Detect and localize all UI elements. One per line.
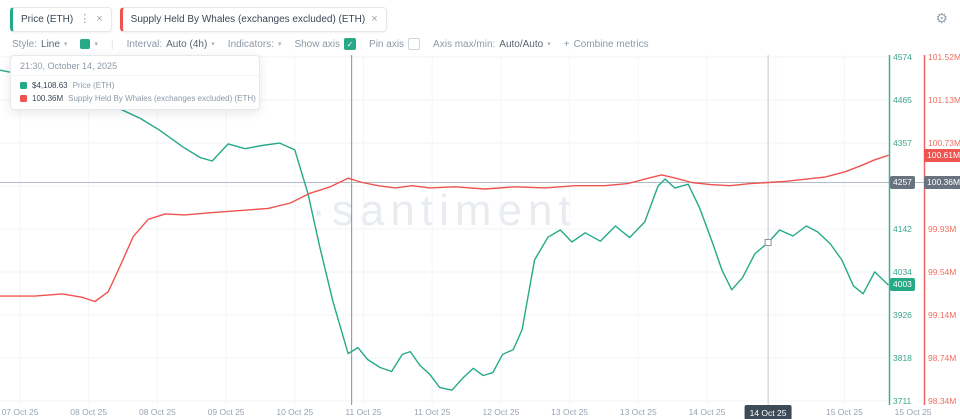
supply-axis-tick: 99.93M (928, 224, 957, 234)
pin-axis-toggle[interactable]: Pin axis (369, 38, 421, 50)
x-axis-label: 15 Oct 25 (894, 407, 932, 417)
series-color-swatch[interactable] (80, 39, 91, 49)
style-value: Line (41, 38, 60, 50)
interval-dropdown[interactable]: Interval: Auto (4h) ▾ (127, 39, 215, 50)
settings-gear-icon[interactable]: ⚙ (935, 10, 948, 26)
tab-menu-icon[interactable]: ⋮ (79, 13, 91, 25)
chart-toolbar: Style: Line ▾ ▾ | Interval: Auto (4h) ▾ … (12, 38, 649, 50)
price-axis-tick: 4574 (893, 52, 912, 62)
tooltip-row-supply: 100.36M Supply Held By Whales (exchanges… (11, 92, 259, 105)
supply-series-swatch (20, 95, 27, 102)
x-axis-label: 14 Oct 25 (688, 407, 726, 417)
tab-price[interactable]: Price (ETH) ⋮ × (10, 7, 112, 32)
check-icon: ✓ (346, 39, 354, 49)
price-axis-tick: 3818 (893, 353, 912, 363)
pin-axis-label: Pin axis (369, 38, 405, 50)
x-axis-label: 13 Oct 25 (619, 407, 657, 417)
indicators-label: Indicators: (227, 38, 274, 50)
tab-bar: Price (ETH) ⋮ × Supply Held By Whales (e… (10, 7, 387, 32)
x-axis-label: 15 Oct 25 (825, 407, 863, 417)
x-axis-label: 12 Oct 25 (482, 407, 520, 417)
style-label: Style: (12, 38, 38, 50)
price-axis-tick: 4357 (893, 138, 912, 148)
toolbar-divider: | (110, 38, 114, 50)
tooltip-supply-label: Supply Held By Whales (exchanges exclude… (68, 94, 256, 103)
price-axis-tick: 4142 (893, 224, 912, 234)
supply-axis-tick: 100.73M (928, 138, 960, 148)
x-axis-label: 07 Oct 25 (1, 407, 39, 417)
supply-axis-tick: 98.74M (928, 353, 957, 363)
supply-axis-tick: 101.13M (928, 95, 960, 105)
tooltip-price-value: $4,108.63 (32, 81, 68, 90)
price-series-swatch (20, 82, 27, 89)
show-axis-label: Show axis (294, 38, 341, 50)
price-axis-tick: 3711 (893, 396, 912, 406)
tooltip-price-label: Price (ETH) (72, 81, 115, 90)
santiment-watermark: ·santiment (311, 186, 577, 235)
tab-close-icon[interactable]: × (96, 13, 103, 25)
show-axis-checkbox[interactable]: ✓ (344, 38, 357, 50)
price-axis-tick: 4465 (893, 95, 912, 105)
supply-axis-tick: 99.14M (928, 310, 957, 320)
chevron-down-icon: ▾ (277, 41, 282, 48)
supply-current-badge: 100.61M (924, 149, 960, 162)
supply-axis-tick: 101.52M (928, 52, 960, 62)
chevron-down-icon: ▾ (94, 41, 98, 48)
show-axis-toggle[interactable]: Show axis ✓ (294, 38, 357, 50)
chevron-down-icon: ▾ (63, 41, 68, 48)
supply-crosshair-badge: 100.36M (924, 176, 960, 189)
crosshair-date-badge: 14 Oct 25 (744, 405, 792, 419)
x-axis-label: 08 Oct 25 (138, 407, 176, 417)
style-dropdown[interactable]: Style: Line ▾ (12, 39, 67, 50)
axis-maxmin-label: Axis max/min: (433, 38, 496, 50)
combine-metrics-button[interactable]: + Combine metrics (564, 39, 649, 50)
tooltip-supply-value: 100.36M (32, 94, 64, 103)
axis-maxmin-value: Auto/Auto (499, 38, 544, 50)
interval-label: Interval: (126, 38, 163, 50)
supply-axis-tick: 99.54M (928, 267, 957, 277)
chart-tooltip: 21:30, October 14, 2025 $4,108.63 Price … (10, 55, 260, 110)
x-axis-label: 09 Oct 25 (207, 407, 245, 417)
axis-maxmin-dropdown[interactable]: Axis max/min: Auto/Auto ▾ (433, 39, 551, 50)
interval-value: Auto (4h) (166, 38, 208, 50)
tab-supply-label: Supply Held By Whales (exchanges exclude… (130, 14, 366, 25)
supply-axis-tick: 98.34M (928, 396, 957, 406)
price-crosshair-badge: 4257 (890, 176, 915, 189)
tab-price-label: Price (ETH) (21, 14, 74, 25)
x-axis-label: 08 Oct 25 (70, 407, 108, 417)
price-current-badge: 4003 (890, 278, 915, 291)
combine-metrics-label: Combine metrics (573, 38, 649, 50)
indicators-dropdown[interactable]: Indicators: ▾ (228, 39, 282, 50)
plus-icon: + (563, 38, 570, 50)
x-axis-label: 10 Oct 25 (276, 407, 314, 417)
x-axis-label: 13 Oct 25 (551, 407, 589, 417)
series-color-dropdown[interactable]: ▾ (80, 39, 98, 49)
pin-axis-checkbox[interactable] (408, 38, 421, 50)
price-axis-tick: 3926 (893, 310, 912, 320)
tab-close-icon[interactable]: × (371, 13, 378, 25)
price-axis-tick: 4034 (893, 267, 912, 277)
chevron-down-icon: ▾ (547, 41, 551, 48)
tab-supply[interactable]: Supply Held By Whales (exchanges exclude… (119, 7, 387, 32)
chevron-down-icon: ▾ (211, 41, 215, 48)
x-axis-label: 11 Oct 25 (345, 407, 382, 417)
x-axis-label: 11 Oct 25 (414, 407, 451, 417)
tooltip-row-price: $4,108.63 Price (ETH) (11, 79, 259, 92)
tooltip-datetime: 21:30, October 14, 2025 (11, 56, 259, 76)
